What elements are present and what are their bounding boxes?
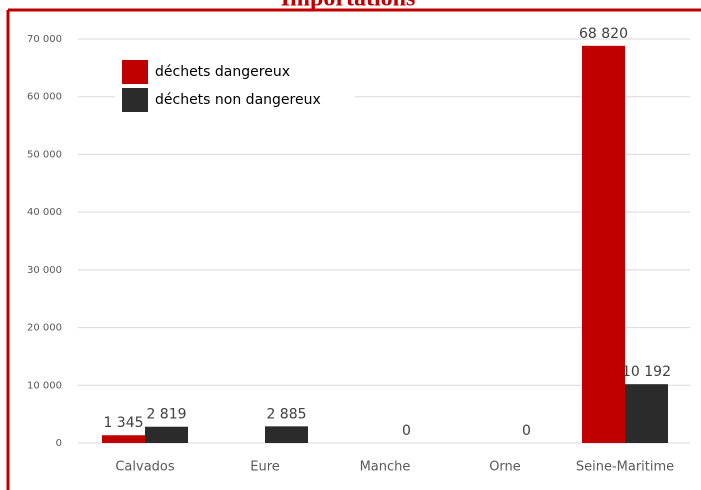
x-tick-label: Seine-Maritime — [576, 460, 674, 475]
data-label: 68 820 — [579, 26, 628, 42]
legend-label: déchets non dangereux — [155, 92, 321, 108]
y-tick-label: 0 — [56, 438, 62, 449]
x-tick-label: Manche — [360, 460, 411, 475]
data-label: 2 885 — [266, 406, 306, 422]
x-tick-label: Calvados — [115, 460, 175, 475]
legend-swatch — [122, 88, 148, 112]
data-label: 2 819 — [146, 407, 186, 423]
y-tick-label: 20 000 — [27, 323, 62, 334]
data-label: 10 192 — [622, 364, 671, 380]
x-tick-label: Eure — [250, 460, 280, 475]
data-label: 1 345 — [103, 415, 143, 431]
data-label: 0 — [402, 423, 411, 439]
y-tick-label: 10 000 — [27, 380, 62, 391]
y-tick-label: 60 000 — [27, 92, 62, 103]
chart-title: Importations — [281, 0, 416, 12]
legend-label: déchets dangereux — [155, 64, 290, 80]
data-label: 0 — [522, 423, 531, 439]
legend-box — [115, 54, 355, 116]
legend-swatch — [122, 60, 148, 84]
x-tick-label: Orne — [489, 460, 521, 475]
bar — [102, 435, 145, 443]
bar — [625, 384, 668, 443]
y-tick-label: 30 000 — [27, 265, 62, 276]
bar — [265, 426, 308, 443]
y-tick-label: 40 000 — [27, 207, 62, 218]
bar — [145, 426, 188, 443]
y-tick-label: 70 000 — [27, 34, 62, 45]
bar — [582, 45, 625, 443]
y-tick-label: 50 000 — [27, 149, 62, 160]
